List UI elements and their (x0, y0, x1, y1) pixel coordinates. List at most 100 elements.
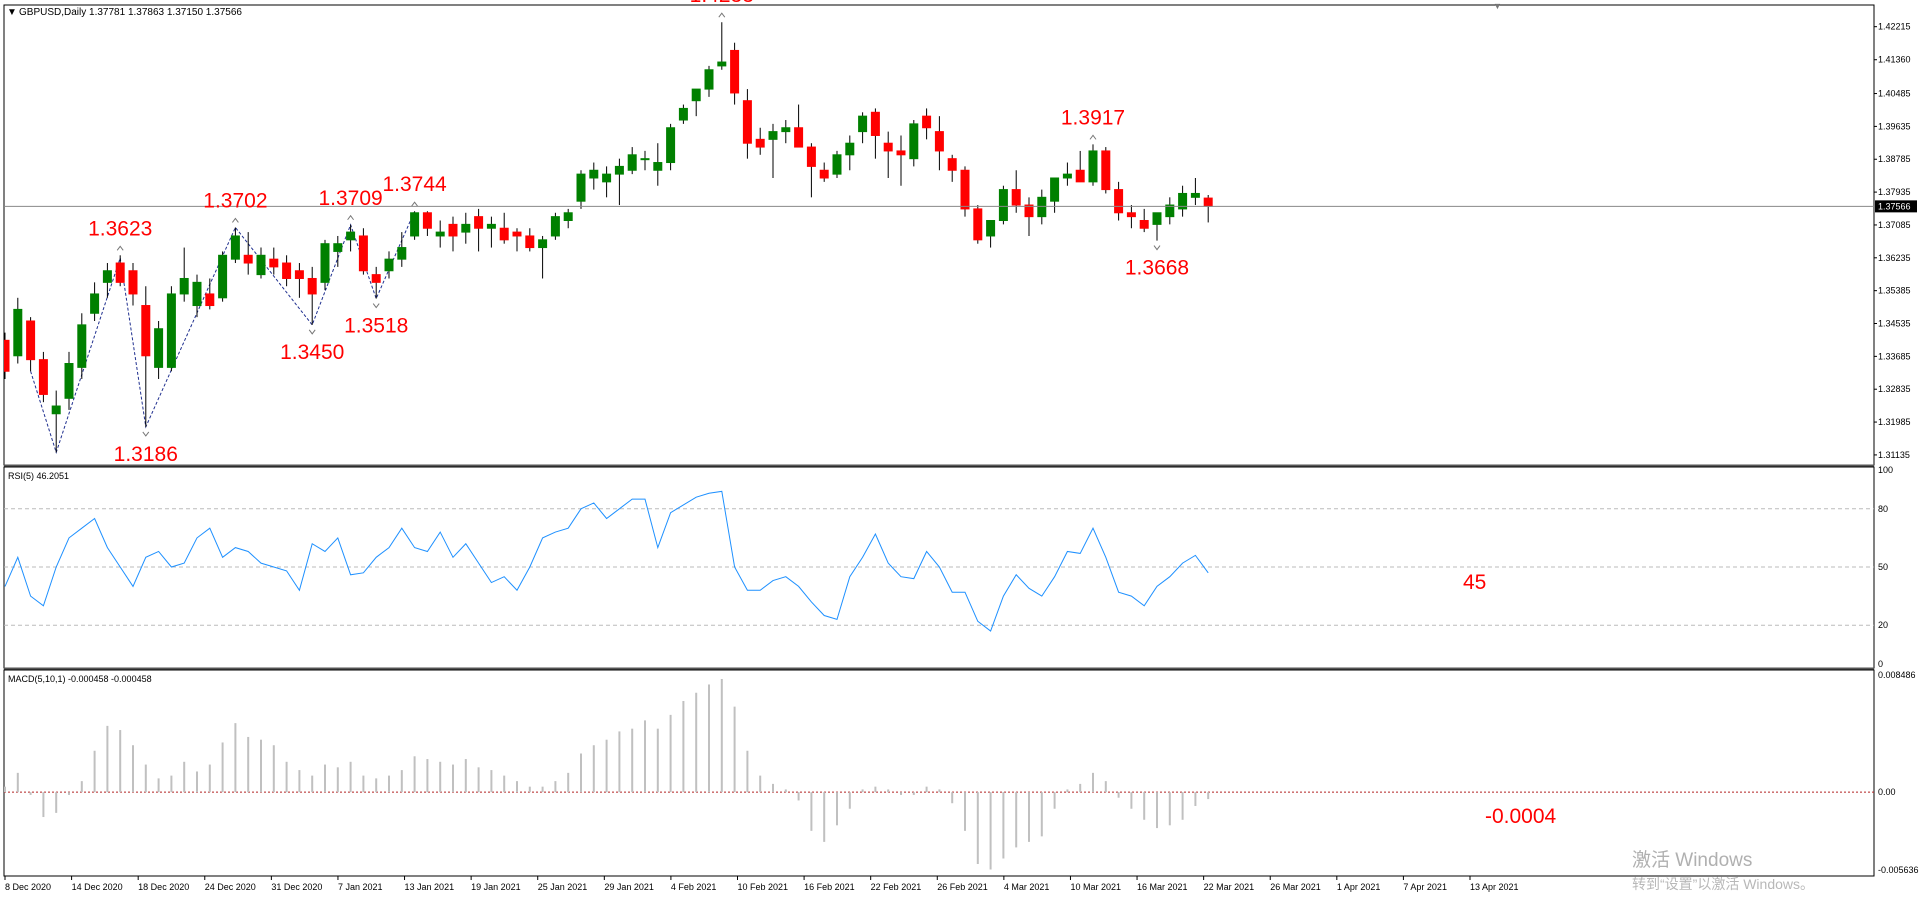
fractal-up-icon (718, 12, 726, 18)
candle-body (410, 212, 420, 237)
candle-body (1139, 220, 1149, 229)
candle-body (1062, 173, 1072, 179)
rsi-tick-label: 80 (1878, 504, 1888, 514)
price-tick-label: 1.40485 (1878, 89, 1911, 99)
date-tick-label: 18 Dec 2020 (138, 882, 189, 892)
candle-body (922, 115, 932, 129)
candle-body (870, 111, 880, 136)
candle-body (768, 131, 778, 140)
macd-panel-frame (3, 669, 1875, 877)
candle-body (448, 223, 458, 237)
candle-body (499, 227, 509, 241)
swing-price-label: 1.3668 (1125, 257, 1189, 280)
date-tick-label: 14 Dec 2020 (72, 882, 123, 892)
macd-tick-label: -0.005636 (1878, 865, 1919, 875)
candle-body (1024, 204, 1034, 218)
candle-body (179, 277, 189, 295)
main-panel-frame (3, 4, 1875, 466)
chart-dropdown-icon[interactable]: ▼ (7, 7, 17, 18)
fractal-up-icon (347, 214, 354, 221)
date-tick-label: 29 Jan 2021 (604, 882, 654, 892)
price-tick-label: 1.33685 (1878, 351, 1911, 361)
candle-body (512, 231, 522, 237)
candle-body (576, 173, 586, 202)
price-tick-label: 1.31985 (1878, 417, 1911, 427)
price-tick-label: 1.42215 (1878, 22, 1911, 32)
date-tick-label: 4 Feb 2021 (671, 882, 717, 892)
fractal-up-icon (1089, 134, 1097, 140)
candle-body (947, 158, 957, 171)
candle-body (358, 235, 368, 272)
candle-body (38, 359, 48, 395)
macd-annotation: -0.0004 (1485, 805, 1557, 828)
candle-body (384, 258, 394, 272)
candle-body (51, 405, 61, 415)
fractal-down-icon (1153, 245, 1161, 251)
candle-body (230, 235, 240, 260)
date-tick-label: 1 Apr 2021 (1337, 882, 1381, 892)
candle-body (1101, 150, 1111, 191)
macd-header: MACD(5,10,1) -0.000458 -0.000458 (8, 674, 152, 684)
candle-body (346, 231, 356, 241)
fractal-down-icon (308, 329, 316, 335)
candle-body (1075, 169, 1085, 183)
candle-body (525, 235, 535, 249)
date-tick-label: 7 Jan 2021 (338, 882, 383, 892)
candle-body (755, 138, 765, 148)
watermark-subtitle: 转到“设置”以激活 Windows。 (1632, 876, 1814, 892)
candle-body (1165, 204, 1175, 218)
candle-body (166, 293, 176, 368)
swing-price-label: 1.3917 (1061, 106, 1125, 129)
scroll-marker-icon[interactable]: ▼ (1493, 1, 1502, 11)
date-tick-label: 4 Mar 2021 (1004, 882, 1050, 892)
price-tick-label: 1.38785 (1878, 154, 1911, 164)
date-tick-label: 16 Feb 2021 (804, 882, 855, 892)
swing-price-label: 1.3186 (114, 443, 178, 466)
candle-body (1126, 212, 1136, 218)
price-tick-label: 1.34535 (1878, 319, 1911, 329)
candle-body (1037, 196, 1047, 218)
date-tick-label: 16 Mar 2021 (1137, 882, 1188, 892)
annotations: 1.3623 1.3186 1.3702 1.3450 1.3709 1.3518 1.37… (88, 0, 1556, 828)
fractal-up-icon (116, 245, 124, 251)
candle-body (1203, 197, 1213, 207)
rsi-tick-label: 50 (1878, 562, 1888, 572)
candle-body (909, 123, 919, 160)
candle-body (730, 49, 740, 94)
zigzag-line (30, 211, 416, 455)
price-tick-label: 1.31135 (1878, 450, 1910, 460)
rsi-tick-label: 0 (1878, 659, 1883, 669)
candle-body (538, 239, 548, 249)
candle-body (973, 208, 983, 241)
swing-price-label: 1.3623 (88, 217, 152, 240)
price-tick-label: 1.37935 (1878, 187, 1911, 197)
swing-price-label: 1.3709 (318, 187, 382, 210)
candle-body (691, 88, 701, 102)
price-chart (4, 12, 1213, 455)
candle-body (218, 254, 228, 299)
candle-body (474, 216, 484, 229)
price-tick-label: 1.32835 (1878, 384, 1911, 394)
date-tick-label: 25 Jan 2021 (538, 882, 588, 892)
date-tick-label: 26 Mar 2021 (1270, 882, 1321, 892)
macd-chart (4, 678, 1874, 870)
candle-body (154, 328, 164, 368)
candle-body (192, 281, 202, 307)
candle-body (998, 189, 1008, 222)
candle-body (1088, 150, 1098, 183)
rsi-tick-label: 100 (1878, 465, 1893, 475)
axes: 1.42215 1.41360 1.40485 1.39635 1.38785 1.379… (4, 22, 1919, 892)
price-tick-label: 1.39635 (1878, 121, 1911, 131)
date-tick-label: 7 Apr 2021 (1403, 882, 1447, 892)
candle-body (832, 154, 842, 175)
swing-price-label: 1.3702 (203, 189, 267, 212)
watermark-title: 激活 Windows (1632, 849, 1752, 871)
candle-body (13, 308, 23, 357)
date-tick-label: 24 Dec 2020 (205, 882, 256, 892)
candle-body (858, 115, 868, 133)
date-tick-label: 26 Feb 2021 (937, 882, 988, 892)
candle-body (1178, 192, 1188, 210)
swing-price-label: 1.3744 (382, 173, 447, 196)
candle-body (678, 107, 688, 121)
candle-body (653, 162, 663, 171)
